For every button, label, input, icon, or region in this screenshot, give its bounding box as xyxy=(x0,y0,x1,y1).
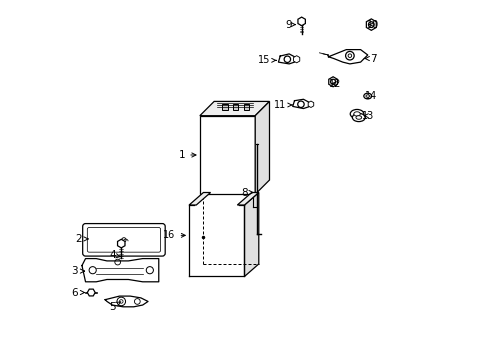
Polygon shape xyxy=(82,258,159,282)
Text: 5: 5 xyxy=(109,302,121,312)
Ellipse shape xyxy=(365,95,369,97)
Polygon shape xyxy=(292,99,308,109)
Polygon shape xyxy=(105,296,148,307)
FancyBboxPatch shape xyxy=(87,228,160,252)
Text: 1: 1 xyxy=(178,150,196,160)
Ellipse shape xyxy=(355,116,361,119)
Text: 2: 2 xyxy=(75,234,88,244)
Ellipse shape xyxy=(352,113,365,122)
Text: 8: 8 xyxy=(241,188,253,198)
Bar xyxy=(200,116,255,194)
Text: 11: 11 xyxy=(274,100,291,110)
Polygon shape xyxy=(244,193,258,276)
Ellipse shape xyxy=(353,112,360,116)
Ellipse shape xyxy=(363,93,371,99)
Polygon shape xyxy=(328,50,367,64)
Text: 15: 15 xyxy=(258,55,275,65)
Bar xyxy=(232,104,238,111)
Polygon shape xyxy=(278,54,294,64)
Text: 9: 9 xyxy=(285,19,295,30)
FancyBboxPatch shape xyxy=(82,224,165,256)
Ellipse shape xyxy=(349,109,363,118)
Polygon shape xyxy=(237,193,258,205)
Text: 16: 16 xyxy=(163,230,185,240)
Text: 10: 10 xyxy=(366,19,379,30)
Bar xyxy=(222,104,227,111)
Text: 7: 7 xyxy=(364,54,376,64)
Text: 14: 14 xyxy=(365,91,377,101)
Bar xyxy=(243,104,248,111)
Text: 6: 6 xyxy=(71,288,84,297)
Polygon shape xyxy=(200,102,269,116)
Text: 3: 3 xyxy=(71,266,84,276)
Polygon shape xyxy=(189,193,210,205)
Polygon shape xyxy=(255,102,269,194)
Text: 13: 13 xyxy=(361,111,373,121)
Text: 4: 4 xyxy=(109,250,121,260)
Text: 12: 12 xyxy=(329,78,341,89)
